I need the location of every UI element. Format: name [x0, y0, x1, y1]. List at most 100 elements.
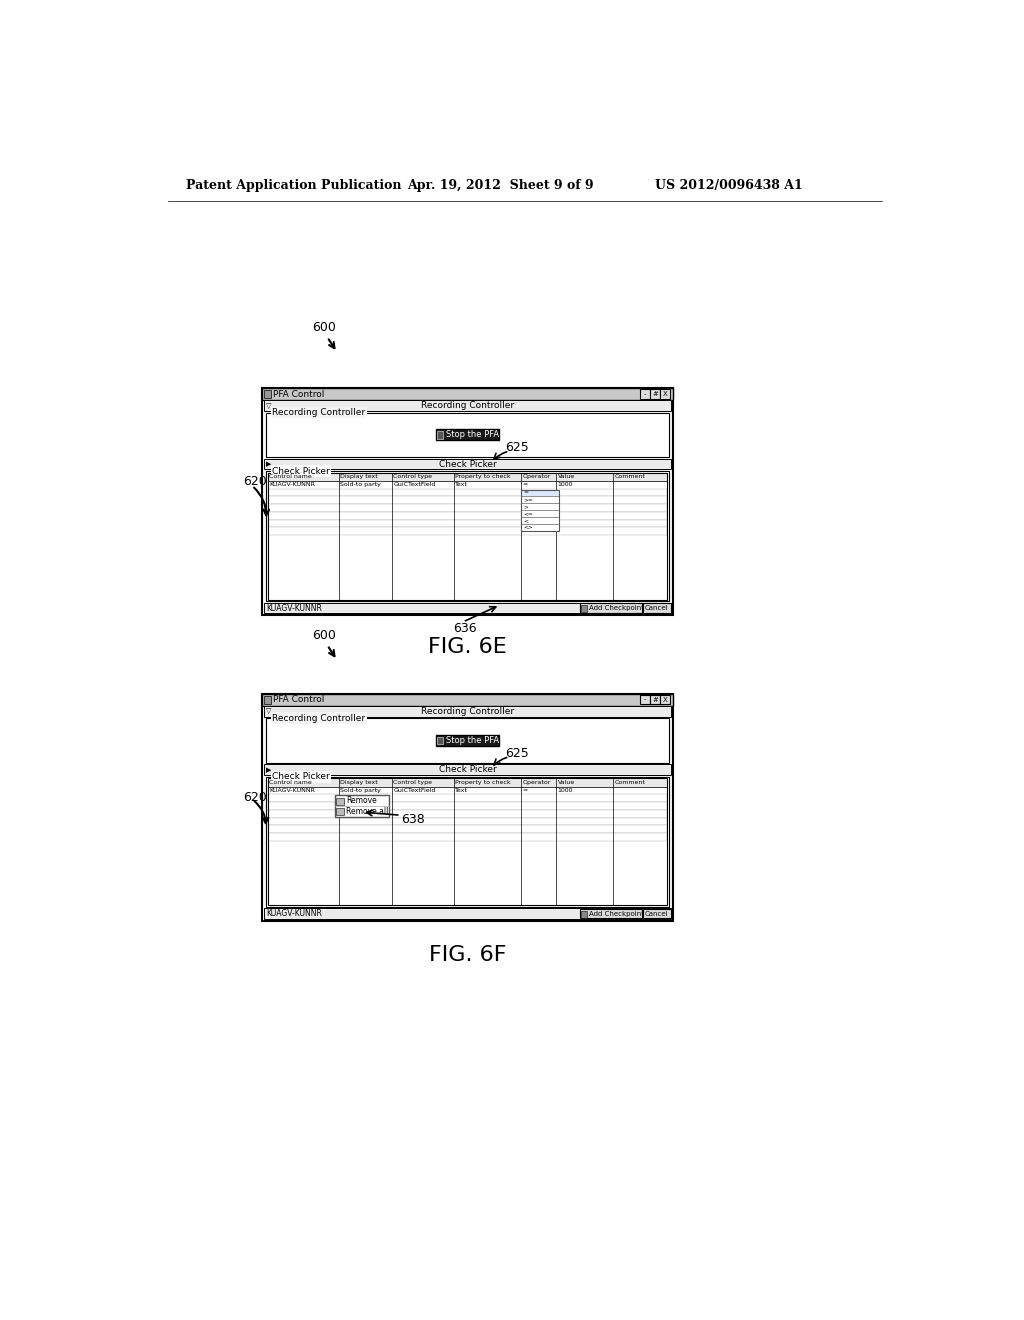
Text: Remove all: Remove all	[346, 807, 389, 816]
Text: 600: 600	[312, 321, 336, 334]
Bar	[650, 696, 659, 705]
Text: KUAGV-KUNNR: KUAGV-KUNNR	[266, 909, 323, 919]
Text: =: =	[523, 490, 528, 495]
Text: ▽: ▽	[266, 709, 271, 714]
Text: X: X	[663, 697, 668, 702]
Text: Patent Application Publication: Patent Application Publication	[186, 178, 401, 191]
Bar	[336, 808, 344, 816]
Text: Stop the PFA: Stop the PFA	[445, 737, 499, 744]
Bar	[267, 825, 668, 833]
Bar	[267, 779, 668, 906]
Bar	[263, 400, 672, 411]
Text: ▶: ▶	[266, 767, 271, 772]
Text: 638: 638	[400, 813, 424, 826]
Bar	[640, 389, 649, 399]
Bar	[267, 504, 668, 512]
Text: Control name: Control name	[269, 474, 311, 479]
Bar	[582, 605, 587, 612]
Bar	[263, 603, 672, 614]
Text: <: <	[523, 517, 528, 523]
Bar	[264, 696, 270, 704]
Bar	[435, 429, 500, 441]
Text: Add Checkpoint: Add Checkpoint	[589, 911, 644, 917]
Text: Property to check: Property to check	[456, 474, 511, 479]
Bar	[582, 911, 587, 917]
Bar	[267, 520, 668, 527]
Text: Comment: Comment	[615, 780, 646, 785]
Text: Check Picker: Check Picker	[438, 766, 497, 775]
Text: 620: 620	[243, 791, 266, 804]
Text: Sold-to party: Sold-to party	[340, 788, 381, 793]
Bar	[643, 909, 671, 919]
Text: Operator: Operator	[522, 780, 551, 785]
Bar	[580, 603, 642, 612]
Text: KUAGV-KUNNR: KUAGV-KUNNR	[269, 482, 315, 487]
Bar	[437, 737, 443, 744]
Bar	[521, 503, 559, 511]
Text: FIG. 6F: FIG. 6F	[429, 945, 506, 965]
Text: Stop the PFA: Stop the PFA	[445, 430, 499, 440]
Bar	[267, 787, 668, 795]
Bar	[267, 473, 668, 480]
Bar	[640, 696, 649, 705]
Text: -: -	[644, 697, 646, 702]
Text: FIG. 6E: FIG. 6E	[428, 638, 507, 657]
Bar	[267, 473, 668, 599]
Bar	[521, 490, 559, 531]
Text: Cancel: Cancel	[645, 605, 669, 611]
Text: Apr. 19, 2012  Sheet 9 of 9: Apr. 19, 2012 Sheet 9 of 9	[407, 178, 594, 191]
Text: Value: Value	[558, 780, 575, 785]
Text: #: #	[652, 391, 658, 397]
Text: Sold-to party: Sold-to party	[340, 482, 381, 487]
Bar	[266, 471, 669, 601]
Bar	[521, 511, 559, 517]
Text: #: #	[652, 697, 658, 702]
Bar	[267, 527, 668, 535]
Bar	[521, 490, 559, 496]
Bar	[660, 389, 670, 399]
Bar	[650, 389, 659, 399]
Bar	[267, 833, 668, 841]
Text: <>: <>	[523, 525, 534, 529]
Text: <=: <=	[523, 511, 534, 516]
Text: Control type: Control type	[393, 780, 432, 785]
Text: Recording Controller: Recording Controller	[421, 706, 514, 715]
Bar	[435, 735, 500, 746]
Text: =: =	[522, 482, 527, 487]
Text: Remove: Remove	[346, 796, 377, 805]
Bar	[267, 810, 668, 817]
Bar	[643, 603, 671, 612]
Text: >=: >=	[523, 498, 534, 502]
Text: KUAGV-KUNNR: KUAGV-KUNNR	[269, 788, 315, 793]
Text: PFA Control: PFA Control	[273, 696, 325, 704]
Text: 1000: 1000	[558, 788, 573, 793]
Bar	[521, 517, 559, 524]
Bar	[262, 388, 673, 615]
Text: X: X	[663, 391, 668, 397]
Bar	[263, 764, 672, 775]
Text: ▽: ▽	[266, 403, 271, 409]
Bar	[267, 496, 668, 504]
Text: 625: 625	[506, 747, 529, 760]
Text: Comment: Comment	[615, 474, 646, 479]
Bar	[267, 779, 668, 787]
Bar	[521, 496, 559, 503]
Text: 600: 600	[312, 630, 336, 643]
Text: 625: 625	[506, 441, 529, 454]
Text: -: -	[644, 391, 646, 397]
Bar	[266, 776, 669, 907]
Text: =: =	[522, 788, 527, 793]
Text: Check Picker: Check Picker	[272, 466, 330, 475]
Text: PFA Control: PFA Control	[273, 389, 325, 399]
Text: Control type: Control type	[393, 474, 432, 479]
Bar	[262, 693, 673, 921]
Bar	[267, 817, 668, 825]
Text: Recording Controller: Recording Controller	[421, 401, 514, 411]
Bar	[267, 488, 668, 496]
Text: Control name: Control name	[269, 780, 311, 785]
Bar	[267, 480, 668, 488]
Text: GuiCTextField: GuiCTextField	[393, 788, 436, 793]
Text: Check Picker: Check Picker	[272, 772, 330, 781]
Bar	[263, 459, 672, 470]
Text: KUAGV-KUNNR: KUAGV-KUNNR	[266, 603, 323, 612]
